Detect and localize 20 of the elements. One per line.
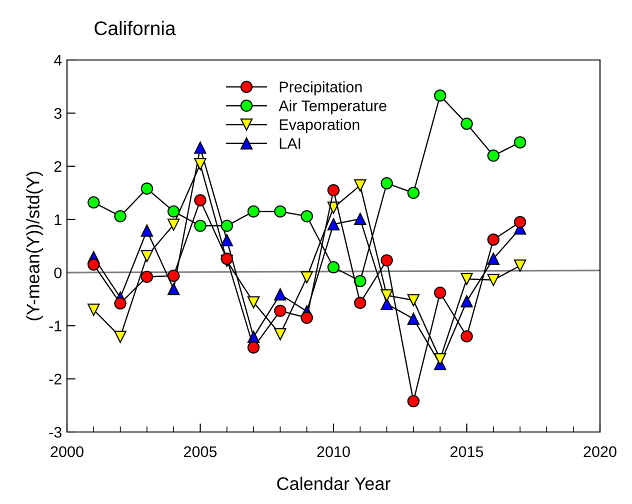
x-tick-label: 2015 [450,446,484,458]
x-tick-label: 2010 [317,446,350,458]
x-tick-label: 2005 [184,446,217,458]
chart-title: California [94,20,176,36]
legend-label: Evaporation [280,118,360,134]
y-tick-label: 4 [54,55,62,66]
y-tick-label: -3 [49,426,62,438]
y-tick-label: 0 [54,267,62,278]
y-tick-label: 1 [54,214,62,225]
x-tick-label: 2000 [50,446,84,458]
y-tick-label: -2 [49,374,62,384]
legend-label: Precipitation [280,81,362,96]
y-tick-label: -1 [49,320,62,332]
y-tick-label: 3 [54,108,62,119]
x-tick-label: 2020 [584,446,616,458]
legend-label: Air Temperature [278,100,386,114]
y-axis-title: (Y-mean(Y))/std(Y) [26,172,43,320]
legend-label: LAI [280,138,300,149]
x-axis-title: Calendar Year [277,476,390,490]
y-tick-label: 2 [54,161,62,172]
